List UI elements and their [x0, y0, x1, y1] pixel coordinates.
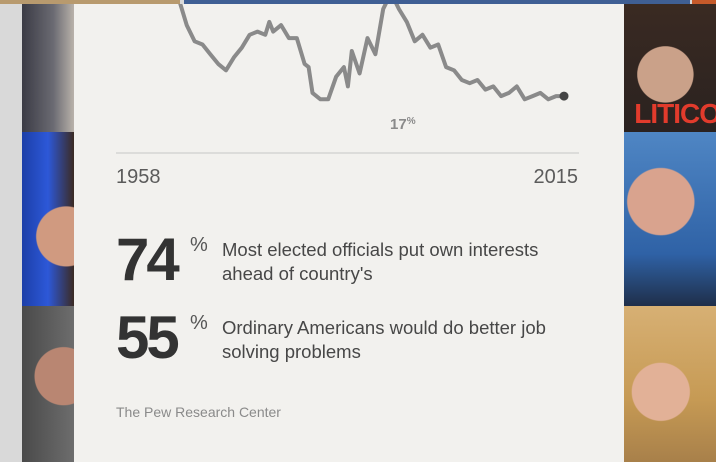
source-credit: The Pew Research Center: [116, 404, 281, 420]
stat-ordinary-americans: 55 % Ordinary Americans would do better …: [116, 306, 596, 370]
x-axis-end-label: 2015: [533, 166, 579, 188]
series-line: [178, 4, 566, 102]
infographic-card: 17% 1958 2015 74 % Most elected official…: [74, 4, 624, 462]
trust-line-chart: [116, 4, 579, 154]
stat-value: 74: [116, 226, 180, 293]
min-annotation-value: 17: [390, 116, 407, 133]
top-strip-orange: [692, 0, 716, 4]
photo-man-suit-right: [624, 132, 716, 306]
photo-woman-blue-left: [22, 132, 74, 306]
photo-man-suit-left: [22, 4, 74, 132]
photo-man-hat-right: LITICO: [624, 4, 716, 132]
series-endpoint: [559, 91, 569, 101]
stat-value: 55: [116, 304, 180, 371]
stat-unit: %: [190, 312, 208, 334]
top-strip-tan: [0, 0, 180, 4]
stat-unit: %: [190, 234, 208, 256]
photo-woman-blonde-right: [624, 306, 716, 462]
x-axis-start-label: 1958: [116, 166, 161, 188]
stat-description: Ordinary Americans would do better job s…: [222, 317, 546, 362]
min-annotation-unit: %: [406, 116, 416, 127]
min-annotation: 17%: [390, 116, 416, 133]
stat-description: Most elected officials put own interests…: [222, 239, 539, 284]
stat-elected-officials: 74 % Most elected officials put own inte…: [116, 228, 596, 292]
top-strip-blue: [184, 0, 690, 4]
politico-logo-text: LITICO: [634, 98, 716, 129]
photo-man-left-bottom: [22, 306, 74, 462]
